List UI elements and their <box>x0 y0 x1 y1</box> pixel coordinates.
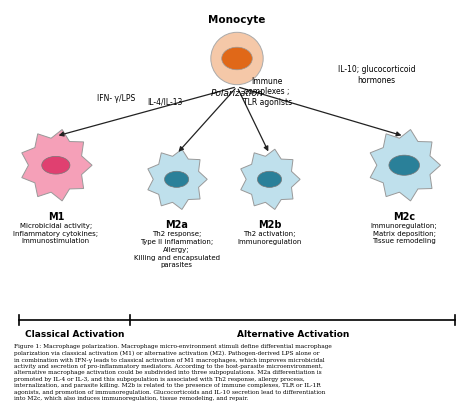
Text: Monocyte: Monocyte <box>208 15 266 25</box>
Text: Polarization: Polarization <box>210 90 264 99</box>
Text: Th2 response;
Type II inflammation;
Allergy;
Killing and encapsulated
parasites: Th2 response; Type II inflammation; Alle… <box>134 231 219 268</box>
Ellipse shape <box>164 171 189 187</box>
Text: M2c: M2c <box>393 212 415 222</box>
Polygon shape <box>148 149 207 210</box>
Text: Figure 1: Macrophage polarization. Macrophage micro-environment stimuli define d: Figure 1: Macrophage polarization. Macro… <box>14 344 332 401</box>
Text: IL-10; glucocorticoid
hormones: IL-10; glucocorticoid hormones <box>337 65 415 85</box>
Text: Th2 activation;
Immunoregulation: Th2 activation; Immunoregulation <box>237 231 302 245</box>
Text: Immune
complexes ;
TLR agonists: Immune complexes ; TLR agonists <box>243 77 292 107</box>
Text: Microbicidal activity;
Inflammatory cytokines;
Immunostimulation: Microbicidal activity; Inflammatory cyto… <box>13 223 99 244</box>
Text: IFN- γ/LPS: IFN- γ/LPS <box>97 94 136 103</box>
Ellipse shape <box>42 156 70 174</box>
Text: Alternative Activation: Alternative Activation <box>237 330 349 339</box>
Ellipse shape <box>389 155 419 175</box>
Text: M2a: M2a <box>165 220 188 230</box>
Text: M2b: M2b <box>258 220 281 230</box>
Polygon shape <box>370 129 440 201</box>
Polygon shape <box>241 149 300 210</box>
Ellipse shape <box>222 47 252 70</box>
Text: Classical Activation: Classical Activation <box>25 330 124 339</box>
Text: IL-4/IL-13: IL-4/IL-13 <box>147 98 182 107</box>
Ellipse shape <box>211 32 263 85</box>
Text: Immunoregulation;
Matrix deposition;
Tissue remodeling: Immunoregulation; Matrix deposition; Tis… <box>371 223 438 244</box>
Ellipse shape <box>257 171 282 187</box>
Polygon shape <box>22 129 92 201</box>
Text: M1: M1 <box>48 212 64 222</box>
